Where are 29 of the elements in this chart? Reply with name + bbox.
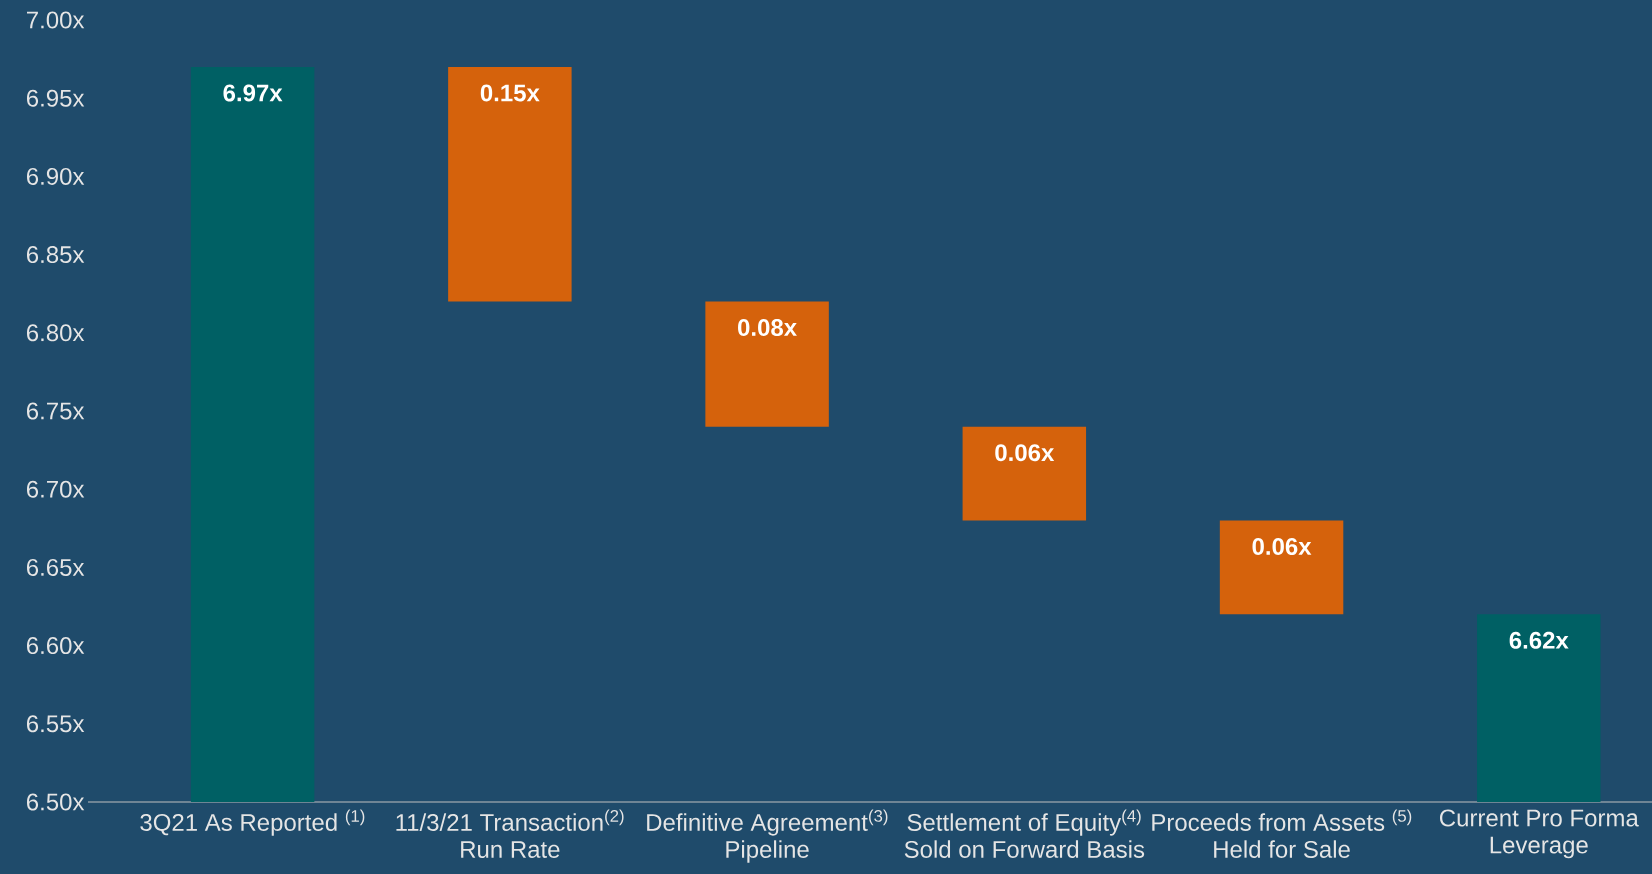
- data-label: 0.06x: [1252, 537, 1312, 555]
- y-tick-label: 6.50x: [26, 793, 85, 811]
- y-tick-label: 6.65x: [26, 558, 85, 576]
- bar: [448, 66, 572, 302]
- data-label: 0.06x: [995, 444, 1055, 462]
- bar: [1219, 520, 1344, 615]
- bar: [190, 66, 315, 802]
- data-label: 6.97x: [223, 84, 283, 102]
- x-tick-label: 3Q21 As Reported $^{(1)}$: [140, 809, 365, 836]
- y-tick-label: 6.60x: [26, 637, 85, 655]
- category-label: Proceeds from Assets $^{(5)}$ Held for Sale: [1152, 809, 1412, 858]
- category-label: Definitive Agreement$^{(3)}$ Pipeline: [647, 809, 888, 863]
- category-label: 11/3/21 Transaction$^{(2)}$ Run Rate: [396, 809, 624, 858]
- y-tick-label: 6.85x: [26, 246, 85, 264]
- data-label: 0.08x: [738, 319, 797, 337]
- bar: [705, 301, 829, 427]
- y-tick-label: 6.75x: [26, 402, 85, 420]
- data-label: 0.15x: [480, 84, 540, 102]
- x-tick-label: Current Pro Forma Leverage: [1439, 809, 1639, 859]
- x-tick-label: Settlement of Equity$^{(4)}$ Sold on Forward Basis: [904, 809, 1145, 858]
- y-tick-label: 6.55x: [26, 715, 85, 733]
- bar: [1477, 614, 1601, 802]
- bar: [962, 426, 1087, 521]
- y-tick-label: 7.00x: [27, 11, 85, 29]
- y-tick-label: 6.80x: [26, 324, 85, 342]
- y-tick-label: 6.95x: [26, 89, 85, 107]
- y-tick-label: 6.90x: [26, 167, 85, 185]
- y-tick-label: 6.70x: [26, 480, 85, 498]
- data-label: 6.62x: [1509, 631, 1569, 649]
